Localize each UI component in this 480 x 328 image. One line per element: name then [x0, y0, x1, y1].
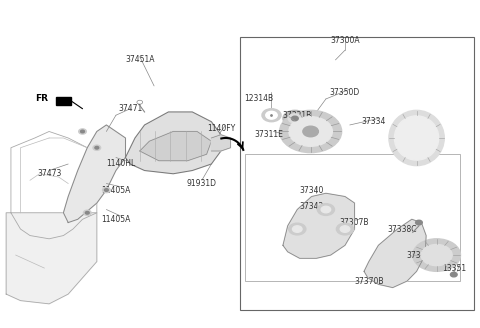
Polygon shape [283, 193, 355, 258]
Text: 1140HL: 1140HL [106, 159, 135, 169]
Circle shape [266, 111, 277, 119]
Text: 37321B: 37321B [283, 111, 312, 120]
Circle shape [317, 204, 335, 215]
Circle shape [340, 226, 350, 232]
Circle shape [85, 212, 89, 214]
Circle shape [103, 187, 110, 193]
Ellipse shape [395, 116, 439, 160]
Circle shape [79, 129, 86, 134]
Text: 37473: 37473 [37, 169, 61, 178]
Circle shape [413, 239, 460, 271]
Circle shape [95, 146, 99, 149]
Text: 12314B: 12314B [244, 94, 274, 103]
Text: 37340: 37340 [300, 186, 324, 195]
Text: 37300A: 37300A [330, 36, 360, 45]
Circle shape [105, 189, 108, 191]
Text: 37350B: 37350B [407, 143, 436, 152]
Text: FR: FR [35, 94, 48, 103]
Text: 37342: 37342 [300, 202, 324, 211]
Circle shape [450, 272, 457, 277]
Text: 37307B: 37307B [340, 218, 369, 227]
Polygon shape [6, 213, 97, 304]
Circle shape [288, 223, 306, 235]
Text: 37390B: 37390B [407, 251, 436, 259]
Bar [240, 37, 474, 310]
Text: 37451A: 37451A [125, 55, 155, 64]
Text: 11405A: 11405A [101, 186, 131, 195]
Circle shape [84, 210, 91, 215]
Polygon shape [364, 219, 426, 288]
Circle shape [292, 226, 302, 232]
Circle shape [421, 244, 452, 266]
Circle shape [280, 110, 342, 153]
Text: 37350D: 37350D [330, 88, 360, 97]
Circle shape [416, 220, 422, 225]
Circle shape [93, 145, 101, 150]
Text: 13351: 13351 [443, 264, 467, 273]
Circle shape [303, 126, 318, 137]
Text: 37338C: 37338C [387, 225, 417, 234]
Circle shape [321, 206, 331, 213]
Circle shape [288, 114, 301, 123]
Ellipse shape [389, 110, 444, 166]
Polygon shape [63, 125, 125, 222]
Circle shape [81, 130, 84, 133]
Polygon shape [140, 132, 211, 161]
Bar [245, 154, 459, 281]
Text: 37334: 37334 [361, 117, 386, 126]
Text: 37370B: 37370B [354, 277, 384, 286]
Text: 91931D: 91931D [187, 179, 217, 188]
Circle shape [262, 109, 281, 122]
Polygon shape [211, 135, 230, 151]
Text: 11405A: 11405A [101, 215, 131, 224]
Text: 1140FY: 1140FY [207, 124, 235, 133]
Circle shape [283, 110, 307, 127]
Text: 37311E: 37311E [254, 130, 283, 139]
Bar [56, 97, 71, 105]
Circle shape [336, 223, 354, 235]
Polygon shape [125, 112, 221, 174]
Circle shape [289, 117, 332, 146]
Circle shape [291, 116, 298, 121]
Text: 37471: 37471 [118, 104, 143, 113]
